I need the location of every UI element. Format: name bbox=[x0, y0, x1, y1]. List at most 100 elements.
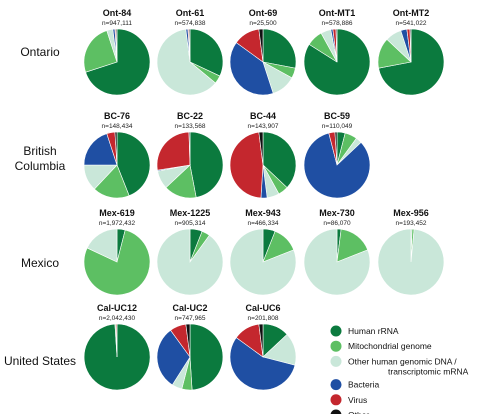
pie-title: BC-76 bbox=[104, 111, 130, 121]
pie-slice-bacteria bbox=[229, 42, 274, 96]
pie-slice-virus bbox=[115, 323, 118, 358]
pie-cal-uc12: Cal-UC12 n=2,042,430 bbox=[83, 303, 151, 391]
pie-slice-other bbox=[188, 28, 191, 63]
pie-mex-1225: Mex-1225 n=905,314 bbox=[156, 208, 224, 296]
pie-slice-other bbox=[334, 131, 338, 166]
pie-slice-other-human bbox=[303, 228, 371, 296]
pie-title: Ont-69 bbox=[249, 8, 278, 18]
pie-count: n=947,111 bbox=[102, 20, 132, 27]
pie-title: Ont-MT1 bbox=[319, 8, 356, 18]
row-label: United States bbox=[4, 354, 76, 368]
pie-slice-other-human bbox=[377, 228, 445, 296]
pie-slice-mito bbox=[83, 229, 151, 296]
pie-mex-956: Mex-956 n=193,452 bbox=[377, 208, 445, 296]
pie-count: n=2,042,430 bbox=[99, 315, 136, 322]
pie-slice-other bbox=[409, 28, 412, 63]
pie-title: Mex-1225 bbox=[170, 208, 211, 218]
pie-count: n=148,434 bbox=[102, 123, 133, 130]
pie-slice-other bbox=[258, 28, 264, 63]
legend-marker-other-human bbox=[330, 355, 342, 367]
pie-mex-943: Mex-943 n=466,334 bbox=[229, 208, 297, 296]
pie-slice-other-human bbox=[229, 228, 297, 296]
pie-slice-bacteria bbox=[83, 133, 118, 166]
pie-bc-76: BC-76 n=148,434 bbox=[83, 111, 151, 199]
pie-title: Mex-730 bbox=[319, 208, 355, 218]
pie-title: Ont-84 bbox=[103, 8, 132, 18]
pie-slice-human-rrna bbox=[189, 131, 224, 198]
pie-count: n=133,568 bbox=[175, 123, 206, 130]
legend-label: Mitochondrial genome bbox=[348, 341, 432, 351]
pie-slice-other bbox=[114, 131, 118, 166]
pie-title: BC-22 bbox=[177, 111, 203, 121]
pie-slice-other bbox=[188, 131, 191, 166]
pie-cal-uc6: Cal-UC6 n=201,808 bbox=[229, 303, 297, 391]
pie-count: n=201,808 bbox=[248, 315, 279, 322]
pie-count: n=466,334 bbox=[248, 220, 279, 227]
pie-title: BC-59 bbox=[324, 111, 350, 121]
legend-marker-other bbox=[330, 409, 342, 414]
pie-slice-other-human bbox=[156, 28, 216, 96]
legend-marker-virus bbox=[330, 394, 342, 406]
pie-count: n=578,886 bbox=[322, 20, 353, 27]
legend-label-line2: transcriptomic mRNA bbox=[388, 366, 469, 376]
pie-title: Mex-943 bbox=[245, 208, 281, 218]
pie-slice-human-rrna bbox=[262, 131, 297, 189]
pie-ont-mt2: Ont-MT2 n=541,022 bbox=[377, 8, 445, 96]
pie-slice-human-rrna bbox=[189, 28, 224, 77]
pie-ont-61: Ont-61 n=574,838 bbox=[156, 8, 224, 96]
pie-slice-human-rrna bbox=[85, 28, 151, 96]
pie-slice-mito bbox=[83, 30, 118, 73]
pie-title: BC-44 bbox=[250, 111, 276, 121]
pie-slice-other-human bbox=[156, 228, 224, 296]
pie-mex-619: Mex-619 n=1,972,432 bbox=[83, 208, 151, 296]
pie-slice-bacteria bbox=[229, 337, 296, 391]
pie-slice-bacteria bbox=[156, 329, 191, 386]
legend-label: Human rRNA bbox=[348, 326, 399, 336]
pie-slice-other-human bbox=[86, 228, 118, 263]
pie-count: n=574,838 bbox=[175, 20, 206, 27]
pie-count: n=143,907 bbox=[248, 123, 279, 130]
pie-slice-other bbox=[115, 28, 118, 63]
pie-count: n=905,314 bbox=[175, 220, 206, 227]
legend-marker-bacteria bbox=[330, 379, 342, 391]
pie-slice-other bbox=[258, 323, 264, 358]
row-label: Columbia bbox=[15, 159, 66, 173]
pie-slice-human-rrna bbox=[189, 323, 224, 391]
pie-title: Ont-61 bbox=[176, 8, 205, 18]
pie-title: Ont-MT2 bbox=[393, 8, 430, 18]
legend-label: Virus bbox=[348, 395, 367, 405]
pie-ont-69: Ont-69 n=25,500 bbox=[229, 8, 297, 96]
row-label: British bbox=[23, 144, 56, 158]
pie-slice-virus bbox=[229, 131, 264, 199]
legend-label: Bacteria bbox=[348, 380, 379, 390]
pie-count: n=110,049 bbox=[322, 123, 353, 130]
pie-title: Cal-UC2 bbox=[172, 303, 207, 313]
legend-label: Other bbox=[348, 410, 369, 414]
legend-marker-human-rrna bbox=[330, 325, 342, 337]
pie-bc-22: BC-22 n=133,568 bbox=[156, 111, 224, 199]
pie-title: Cal-UC6 bbox=[245, 303, 280, 313]
pie-title: Mex-956 bbox=[393, 208, 429, 218]
legend-label: Other human genomic DNA / bbox=[348, 356, 457, 366]
legend-marker-mito bbox=[330, 340, 342, 352]
row-label: Ontario bbox=[20, 45, 60, 59]
pie-slice-bacteria bbox=[303, 132, 371, 199]
pie-bc-59: BC-59 n=110,049 bbox=[303, 111, 371, 199]
pie-slice-human-rrna bbox=[262, 28, 297, 69]
pie-mex-730: Mex-730 n=86,070 bbox=[303, 208, 371, 296]
legend: Human rRNA Mitochondrial genome Other huma… bbox=[330, 325, 469, 414]
pie-ont-84: Ont-84 n=947,111 bbox=[83, 8, 151, 96]
pie-count: n=25,500 bbox=[249, 20, 277, 27]
pie-count: n=193,452 bbox=[396, 220, 427, 227]
pie-count: n=86,070 bbox=[323, 220, 351, 227]
row-label: Mexico bbox=[21, 256, 59, 270]
pie-count: n=747,965 bbox=[175, 315, 206, 322]
pie-grid: Ont-84 n=947,111 Ont-61 n=574,838 Ont-69 n=25… bbox=[83, 8, 445, 391]
pie-slice-virus bbox=[156, 131, 191, 171]
pie-slice-other bbox=[258, 131, 264, 166]
pie-slice-other bbox=[185, 323, 191, 358]
pie-title: Mex-619 bbox=[99, 208, 135, 218]
pie-slice-other bbox=[335, 28, 338, 63]
